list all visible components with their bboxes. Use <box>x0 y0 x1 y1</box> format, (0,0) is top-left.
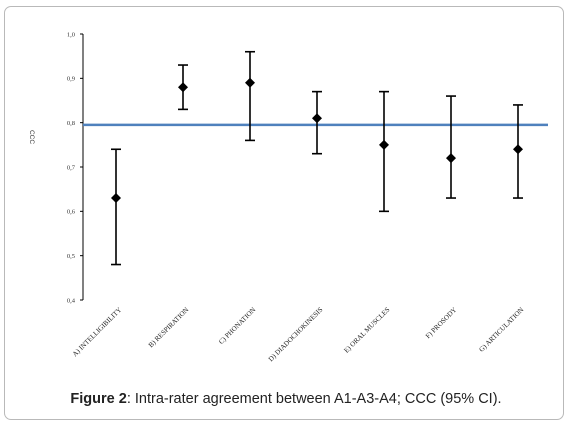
y-tick-label: 0,6 <box>67 209 76 216</box>
y-tick-label: 0,8 <box>67 120 75 127</box>
data-point-marker <box>312 113 322 124</box>
y-tick-label: 0,4 <box>67 297 76 304</box>
x-category-label: G) ARTICULATION <box>478 306 526 354</box>
x-category-label: A) INTELLIGIBILITY <box>71 306 124 359</box>
x-category-label: D) DIADOCHOKINESIS <box>267 306 325 364</box>
y-tick-label: 1,0 <box>67 31 75 38</box>
figure-frame <box>4 6 564 420</box>
data-point-marker <box>111 193 121 204</box>
figure-caption: Figure 2: Intra-rater agreement between … <box>0 391 572 407</box>
y-tick-label: 0,7 <box>67 164 76 171</box>
x-category-label: B) RESPIRATION <box>147 306 190 349</box>
x-category-label: E) ORAL MUSCLES <box>342 306 391 355</box>
data-point-marker <box>178 82 188 93</box>
x-category-label: C) PHONATION <box>217 306 257 346</box>
data-point-marker <box>379 139 389 150</box>
y-axis-title: CCC <box>28 130 35 144</box>
data-point-marker <box>513 144 523 155</box>
y-tick-label: 0,5 <box>67 253 75 260</box>
y-tick-label: 0,9 <box>67 76 75 83</box>
x-category-label: F) PROSODY <box>424 306 458 340</box>
data-point-marker <box>245 77 255 88</box>
figure-label: Figure 2 <box>70 391 127 407</box>
data-point-marker <box>446 153 456 164</box>
caption-text: : Intra-rater agreement between A1-A3-A4… <box>126 391 502 407</box>
